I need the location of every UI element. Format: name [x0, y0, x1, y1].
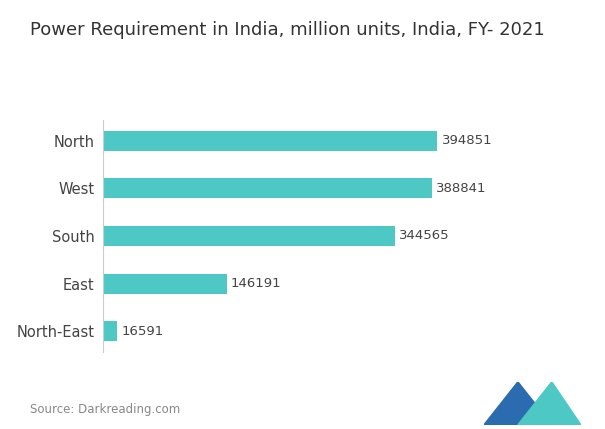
Text: 146191: 146191 [231, 277, 281, 290]
Text: 394851: 394851 [442, 134, 492, 147]
Text: 16591: 16591 [121, 325, 163, 338]
Bar [103, 321, 117, 341]
Polygon shape [518, 382, 581, 425]
Bar [103, 131, 437, 151]
Bar [103, 178, 432, 198]
Text: Power Requirement in India, million units, India, FY- 2021: Power Requirement in India, million unit… [30, 21, 545, 39]
Polygon shape [484, 382, 552, 425]
Bar [103, 274, 227, 293]
Text: 344565: 344565 [399, 230, 450, 242]
Text: Source: Darkreading.com: Source: Darkreading.com [30, 403, 180, 416]
Bar [103, 226, 394, 246]
Text: 388841: 388841 [436, 182, 487, 195]
